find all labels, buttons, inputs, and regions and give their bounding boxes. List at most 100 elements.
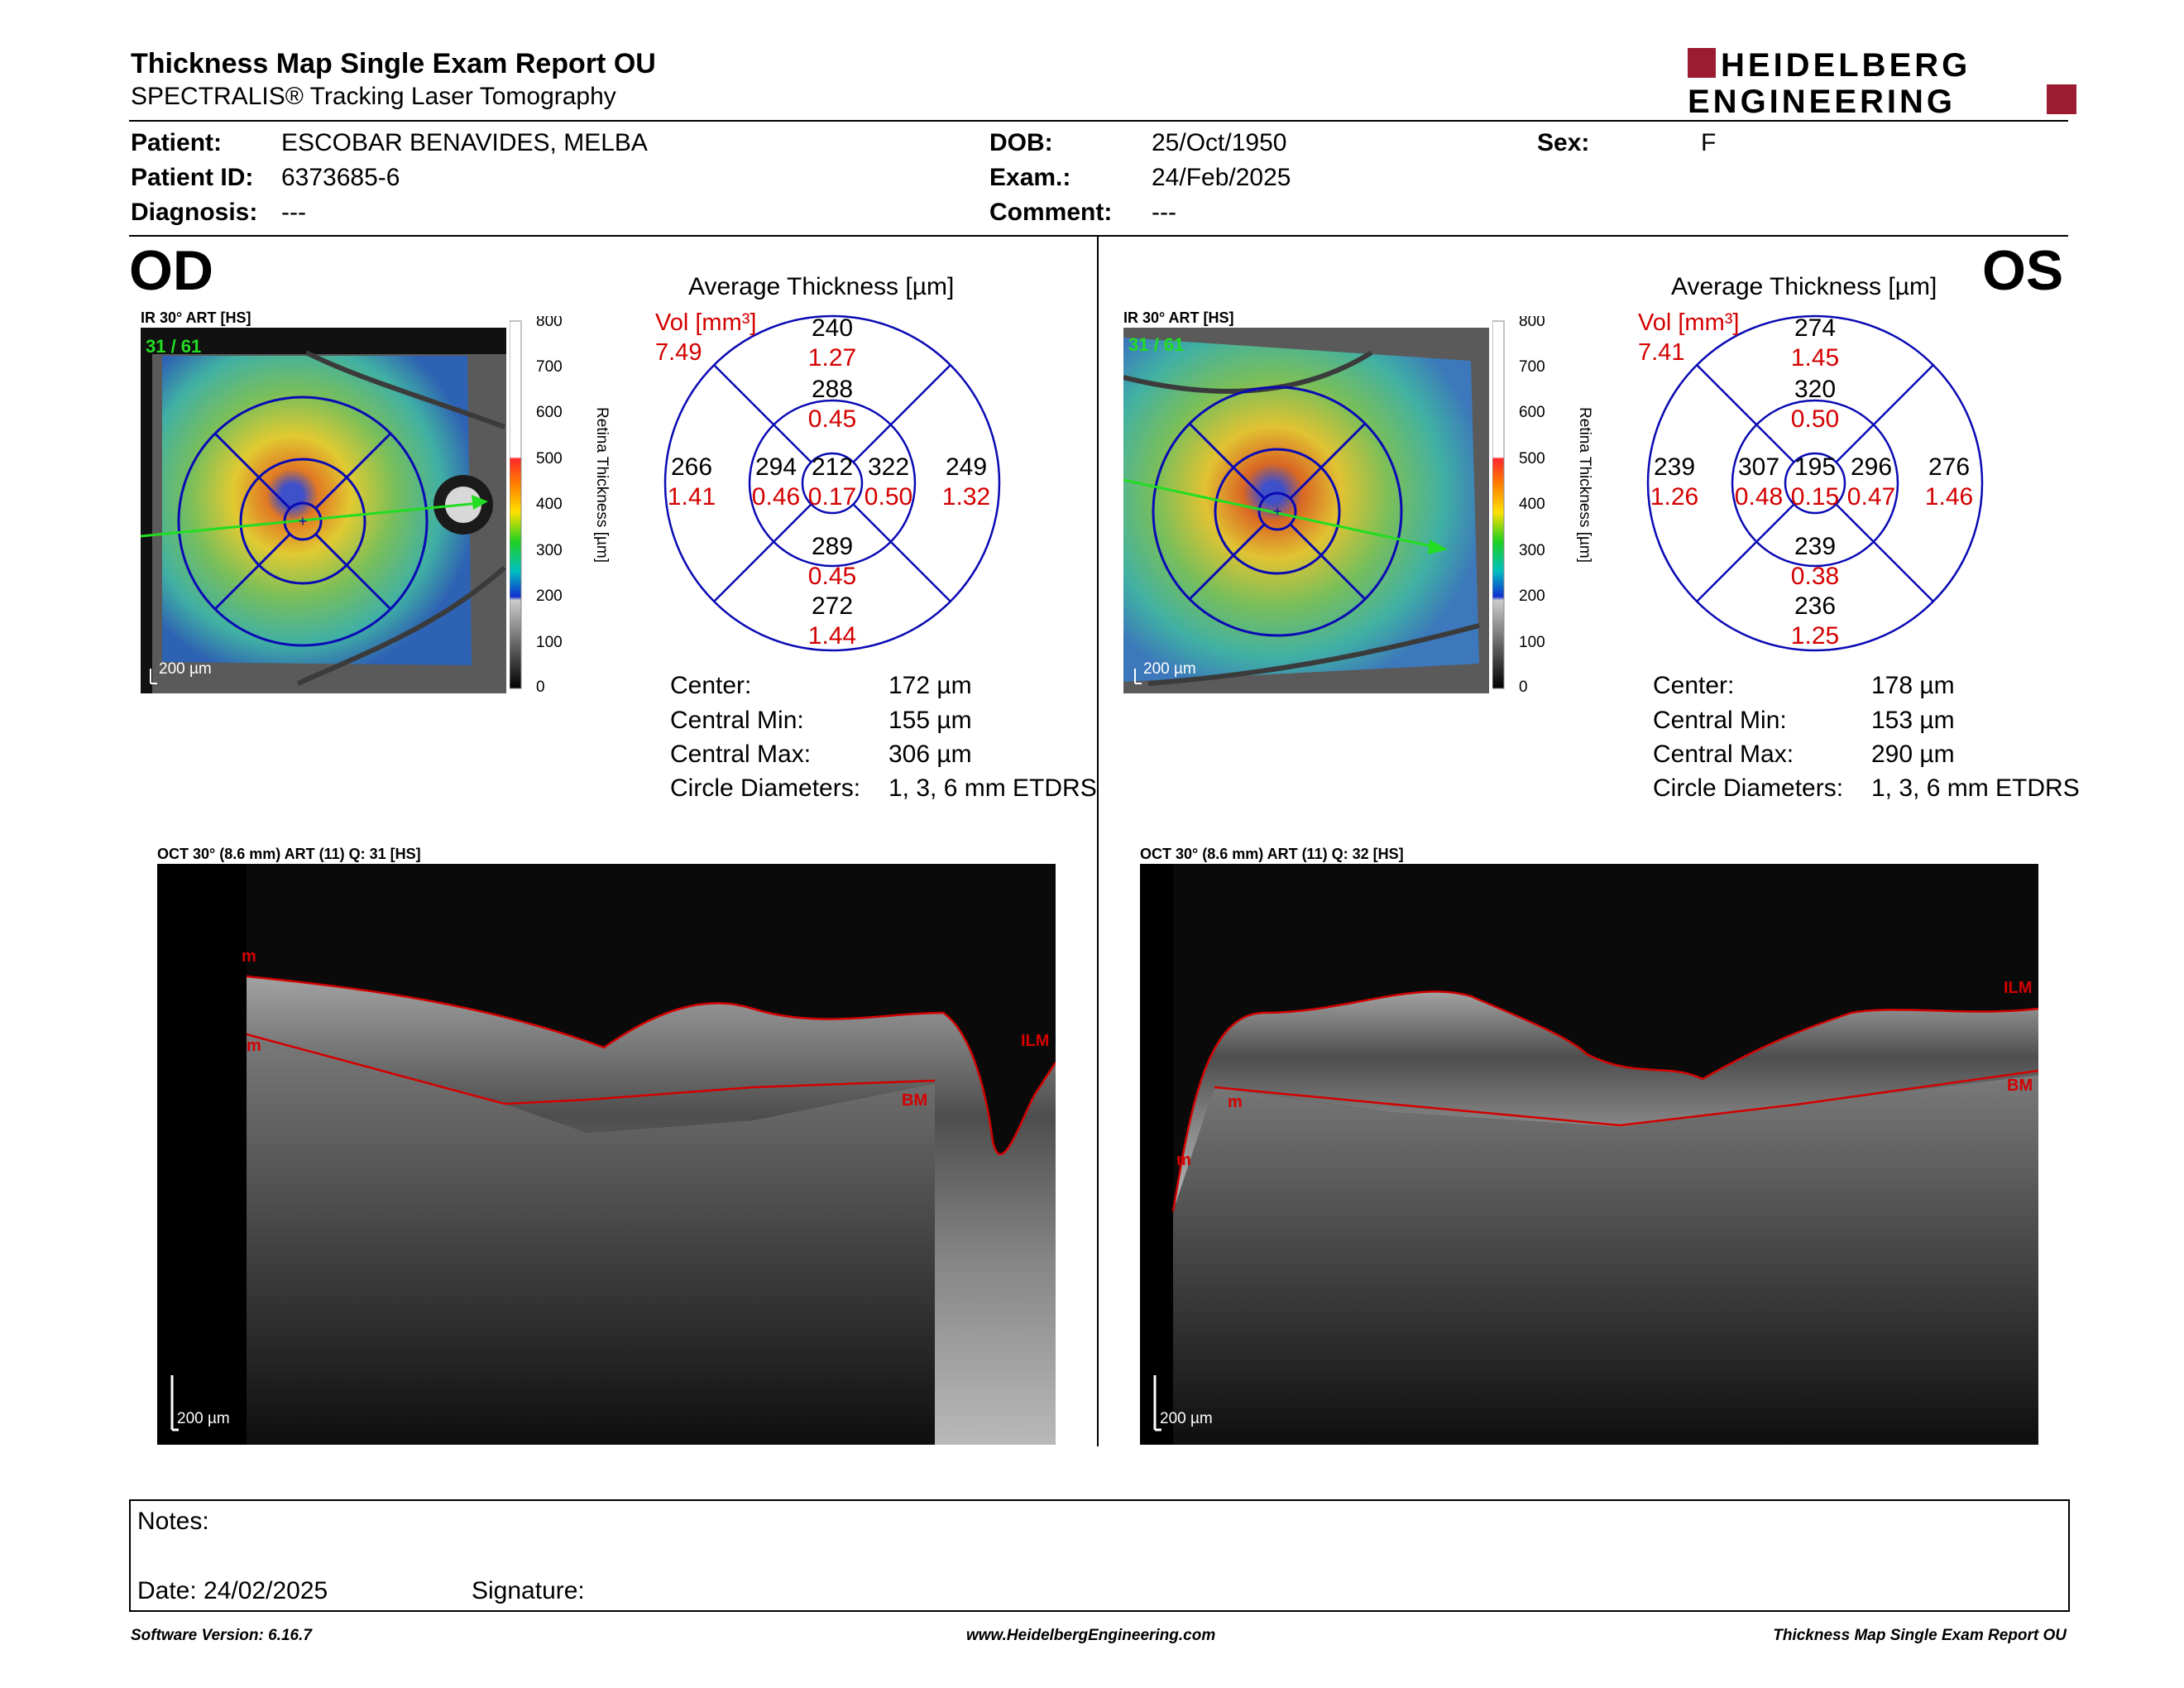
- exam-date: 24/Feb/2025: [1152, 164, 1291, 191]
- od-oct-m2: m: [247, 1037, 261, 1055]
- svg-text:+: +: [1273, 503, 1282, 520]
- dob: 25/Oct/1950: [1152, 129, 1287, 156]
- diagnosis: ---: [281, 199, 306, 226]
- os-outer-left-vol: 1.26: [1650, 483, 1698, 511]
- svg-text:100: 100: [536, 634, 563, 651]
- od-diam-value: 1, 3, 6 mm ETDRS: [888, 774, 1097, 802]
- patient-name: ESCOBAR BENAVIDES, MELBA: [281, 129, 648, 156]
- os-center-value: 178 µm: [1871, 672, 1955, 699]
- comment: ---: [1152, 199, 1176, 226]
- svg-text:500: 500: [536, 450, 563, 468]
- os-min-label: Central Min:: [1653, 707, 1787, 734]
- patient-id: 6373685-6: [281, 164, 400, 191]
- os-inner-inf: 239: [1794, 533, 1836, 560]
- od-inner-inf: 289: [812, 533, 853, 560]
- od-inner-sup: 288: [812, 376, 853, 403]
- od-inner-left-vol: 0.46: [752, 483, 800, 511]
- os-center-vol: 0.15: [1791, 483, 1839, 511]
- od-center-value: 172 µm: [888, 672, 972, 699]
- date-label: Date: 24/02/2025: [137, 1577, 328, 1604]
- os-colorbar: 800 700 600 500 400 300 200 100 0 Retina…: [1492, 313, 1608, 696]
- os-inner-sup-vol: 0.50: [1791, 405, 1839, 433]
- os-outer-inf: 236: [1794, 592, 1836, 620]
- od-fundus-image: + 31 / 61 200 µm: [141, 328, 506, 693]
- os-outer-sup: 274: [1794, 314, 1836, 342]
- od-inner-inf-vol: 0.45: [808, 563, 856, 590]
- od-colorbar: 800 700 600 500 400 300 200 100 0 Retina…: [509, 313, 625, 696]
- comment-label: Comment:: [989, 199, 1113, 226]
- od-max-label: Central Max:: [670, 741, 812, 768]
- os-fundus-scale: 200 µm: [1143, 660, 1196, 678]
- os-min-value: 153 µm: [1871, 707, 1955, 734]
- os-outer-left: 239: [1654, 453, 1695, 481]
- od-oct-bm: BM: [902, 1091, 927, 1110]
- os-oct-m1: m: [1176, 1151, 1191, 1169]
- od-oct-scale: 200 µm: [177, 1410, 230, 1427]
- od-min-value: 155 µm: [888, 707, 972, 734]
- svg-text:800: 800: [536, 316, 563, 330]
- od-inner-sup-vol: 0.45: [808, 405, 856, 433]
- od-oct-label: OCT 30° (8.6 mm) ART (11) Q: 31 [HS]: [157, 846, 421, 862]
- os-vol-value: 7.41: [1638, 339, 1685, 366]
- os-inner-right-vol: 0.47: [1847, 483, 1895, 511]
- od-inner-left: 294: [755, 453, 797, 481]
- od-center-vol: 0.17: [808, 483, 856, 511]
- od-outer-inf: 272: [812, 592, 853, 620]
- os-oct-bm: BM: [2007, 1077, 2033, 1095]
- svg-text:300: 300: [1519, 542, 1545, 559]
- os-outer-right-vol: 1.46: [1925, 483, 1973, 511]
- od-outer-sup-vol: 1.27: [808, 344, 856, 372]
- od-center-label: Center:: [670, 672, 752, 699]
- notes-label: Notes:: [137, 1508, 209, 1535]
- os-max-value: 290 µm: [1871, 741, 1955, 768]
- os-inner-sup: 320: [1794, 376, 1836, 403]
- os-center: 195: [1794, 453, 1836, 481]
- od-colorbar-title: Retina Thickness [µm]: [593, 407, 611, 563]
- os-oct-scale: 200 µm: [1160, 1410, 1213, 1427]
- od-etdrs-grid: 240 1.27 288 0.45 212 0.17 294 0.46 322 …: [654, 306, 1018, 662]
- svg-text:300: 300: [536, 542, 563, 559]
- os-outer-right: 276: [1928, 453, 1970, 481]
- svg-text:600: 600: [1519, 404, 1545, 421]
- patient-id-label: Patient ID:: [131, 164, 254, 191]
- os-fundus-image: + 31 / 61 200 µm: [1123, 328, 1489, 693]
- od-outer-sup: 240: [812, 314, 853, 342]
- od-avg-title: Average Thickness [µm]: [688, 273, 955, 300]
- od-inner-right: 322: [868, 453, 909, 481]
- footer-software-version: Software Version: 6.16.7: [131, 1627, 312, 1644]
- notes-box[interactable]: Notes: Date: 24/02/2025 Signature:: [129, 1499, 2070, 1612]
- od-ir-label: IR 30° ART [HS]: [141, 309, 251, 326]
- os-inner-left-vol: 0.48: [1735, 483, 1783, 511]
- exam-label: Exam.:: [989, 164, 1071, 191]
- svg-text:200: 200: [1519, 587, 1545, 605]
- heidelberg-logo: HEIDELBERG ENGINEERING: [1688, 46, 2076, 120]
- logo-line2: ENGINEERING: [1688, 84, 1956, 116]
- os-inner-right: 296: [1851, 453, 1892, 481]
- svg-text:400: 400: [1519, 496, 1545, 513]
- os-inner-left: 307: [1738, 453, 1779, 481]
- os-outer-sup-vol: 1.45: [1791, 344, 1839, 372]
- od-frame-counter: 31 / 61: [146, 336, 201, 357]
- svg-text:100: 100: [1519, 634, 1545, 651]
- sex: F: [1701, 129, 1717, 156]
- footer-website[interactable]: www.HeidelbergEngineering.com: [966, 1627, 1216, 1644]
- os-vol-label: Vol [mm³]: [1638, 309, 1740, 336]
- os-frame-counter: 31 / 61: [1128, 334, 1184, 355]
- sex-label: Sex:: [1537, 129, 1590, 156]
- svg-text:200: 200: [536, 587, 563, 605]
- od-diam-label: Circle Diameters:: [670, 774, 861, 802]
- os-eye-label: OS: [1982, 239, 2064, 302]
- od-vol-label: Vol [mm³]: [655, 309, 757, 336]
- os-avg-title: Average Thickness [µm]: [1671, 273, 1937, 300]
- od-outer-left-vol: 1.41: [668, 483, 716, 511]
- od-fundus-scale: 200 µm: [159, 660, 212, 678]
- svg-text:0: 0: [1519, 679, 1528, 693]
- svg-text:800: 800: [1519, 316, 1545, 330]
- diagnosis-label: Diagnosis:: [131, 199, 258, 226]
- os-diam-label: Circle Diameters:: [1653, 774, 1844, 802]
- signature-label: Signature:: [472, 1577, 585, 1604]
- od-eye-label: OD: [129, 239, 213, 302]
- svg-text:+: +: [299, 513, 308, 530]
- os-oct-ilm: ILM: [2004, 979, 2032, 997]
- od-inner-right-vol: 0.50: [864, 483, 912, 511]
